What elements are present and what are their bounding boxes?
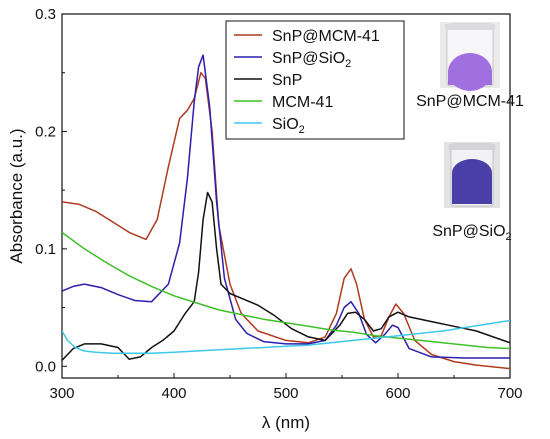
x-axis-title: λ (nm) xyxy=(262,413,310,432)
y-tick-label: 0.0 xyxy=(35,358,56,375)
y-tick-label: 0.1 xyxy=(35,241,56,258)
series-line-snp xyxy=(62,191,510,361)
series-line-sio2 xyxy=(62,319,510,355)
x-axis-title-symbol: λ xyxy=(262,413,271,432)
legend-label: SnP@SiO2 xyxy=(272,50,351,70)
legend: SnP@MCM-41 SnP@SiO2 SnP MCM-41 SiO2 xyxy=(225,20,405,140)
legend-label: SnP@MCM-41 xyxy=(272,28,380,45)
series-line-mcm-41 xyxy=(62,231,510,350)
vial-2-rim xyxy=(449,144,495,150)
y-tick-label: 0.2 xyxy=(35,123,56,140)
series-line-snp-mcm-41 xyxy=(62,71,510,370)
legend-label: MCM-41 xyxy=(272,94,333,111)
vial-photo-2-label: SnP@SiO2 xyxy=(432,223,511,243)
vial-1-powder-base xyxy=(448,70,492,85)
x-axis: 300 400 500 600 700 xyxy=(49,373,523,402)
legend-label: SnP xyxy=(272,72,302,89)
vial-photo-2 xyxy=(444,142,500,208)
vial-2-powder-base xyxy=(452,172,492,204)
y-tick-label: 0.3 xyxy=(35,6,56,23)
x-tick-label: 300 xyxy=(49,385,74,402)
x-tick-label: 400 xyxy=(161,385,186,402)
x-axis-title-unit: (nm) xyxy=(270,413,310,432)
series-line-snp-sio2 xyxy=(62,54,510,359)
x-tick-label: 500 xyxy=(273,385,298,402)
legend-box xyxy=(225,20,405,140)
y-axis: 0.0 0.1 0.2 0.3 xyxy=(35,6,67,375)
x-tick-label: 600 xyxy=(385,385,410,402)
vial-photo-1-label: SnP@MCM-41 xyxy=(416,93,524,110)
x-tick-label: 700 xyxy=(497,385,522,402)
legend-label: SiO2 xyxy=(272,116,305,136)
y-axis-title: Absorbance (a.u.) xyxy=(7,128,26,263)
vial-photo-1 xyxy=(440,22,500,91)
vial-1-rim xyxy=(445,24,495,30)
series-lines xyxy=(62,54,510,370)
